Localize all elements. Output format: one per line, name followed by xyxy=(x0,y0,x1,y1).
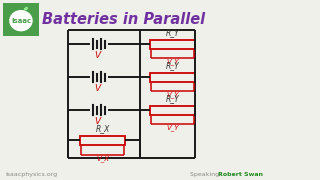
Text: R_Y: R_Y xyxy=(166,28,180,37)
Bar xyxy=(150,73,195,82)
Text: V: V xyxy=(94,51,100,60)
Text: R_Y: R_Y xyxy=(166,62,180,71)
Text: isaac: isaac xyxy=(11,18,31,24)
Bar xyxy=(150,105,195,114)
Text: V_Y: V_Y xyxy=(166,125,179,131)
Text: Robert Swan: Robert Swan xyxy=(218,172,263,177)
Text: V_X: V_X xyxy=(96,156,109,162)
Text: Batteries in Parallel: Batteries in Parallel xyxy=(42,12,205,27)
Text: V: V xyxy=(94,117,100,126)
Text: isaacphysics.org: isaacphysics.org xyxy=(5,172,57,177)
Text: R_X: R_X xyxy=(95,125,110,134)
FancyArrowPatch shape xyxy=(25,8,27,9)
Text: V_Y: V_Y xyxy=(166,58,179,65)
FancyBboxPatch shape xyxy=(1,1,41,38)
Text: V_Y: V_Y xyxy=(166,91,179,98)
Bar xyxy=(80,136,125,145)
Text: Speaking:: Speaking: xyxy=(190,172,223,177)
Circle shape xyxy=(10,11,32,31)
Text: R_Y: R_Y xyxy=(166,94,180,103)
Bar xyxy=(150,39,195,48)
Text: V: V xyxy=(94,84,100,93)
